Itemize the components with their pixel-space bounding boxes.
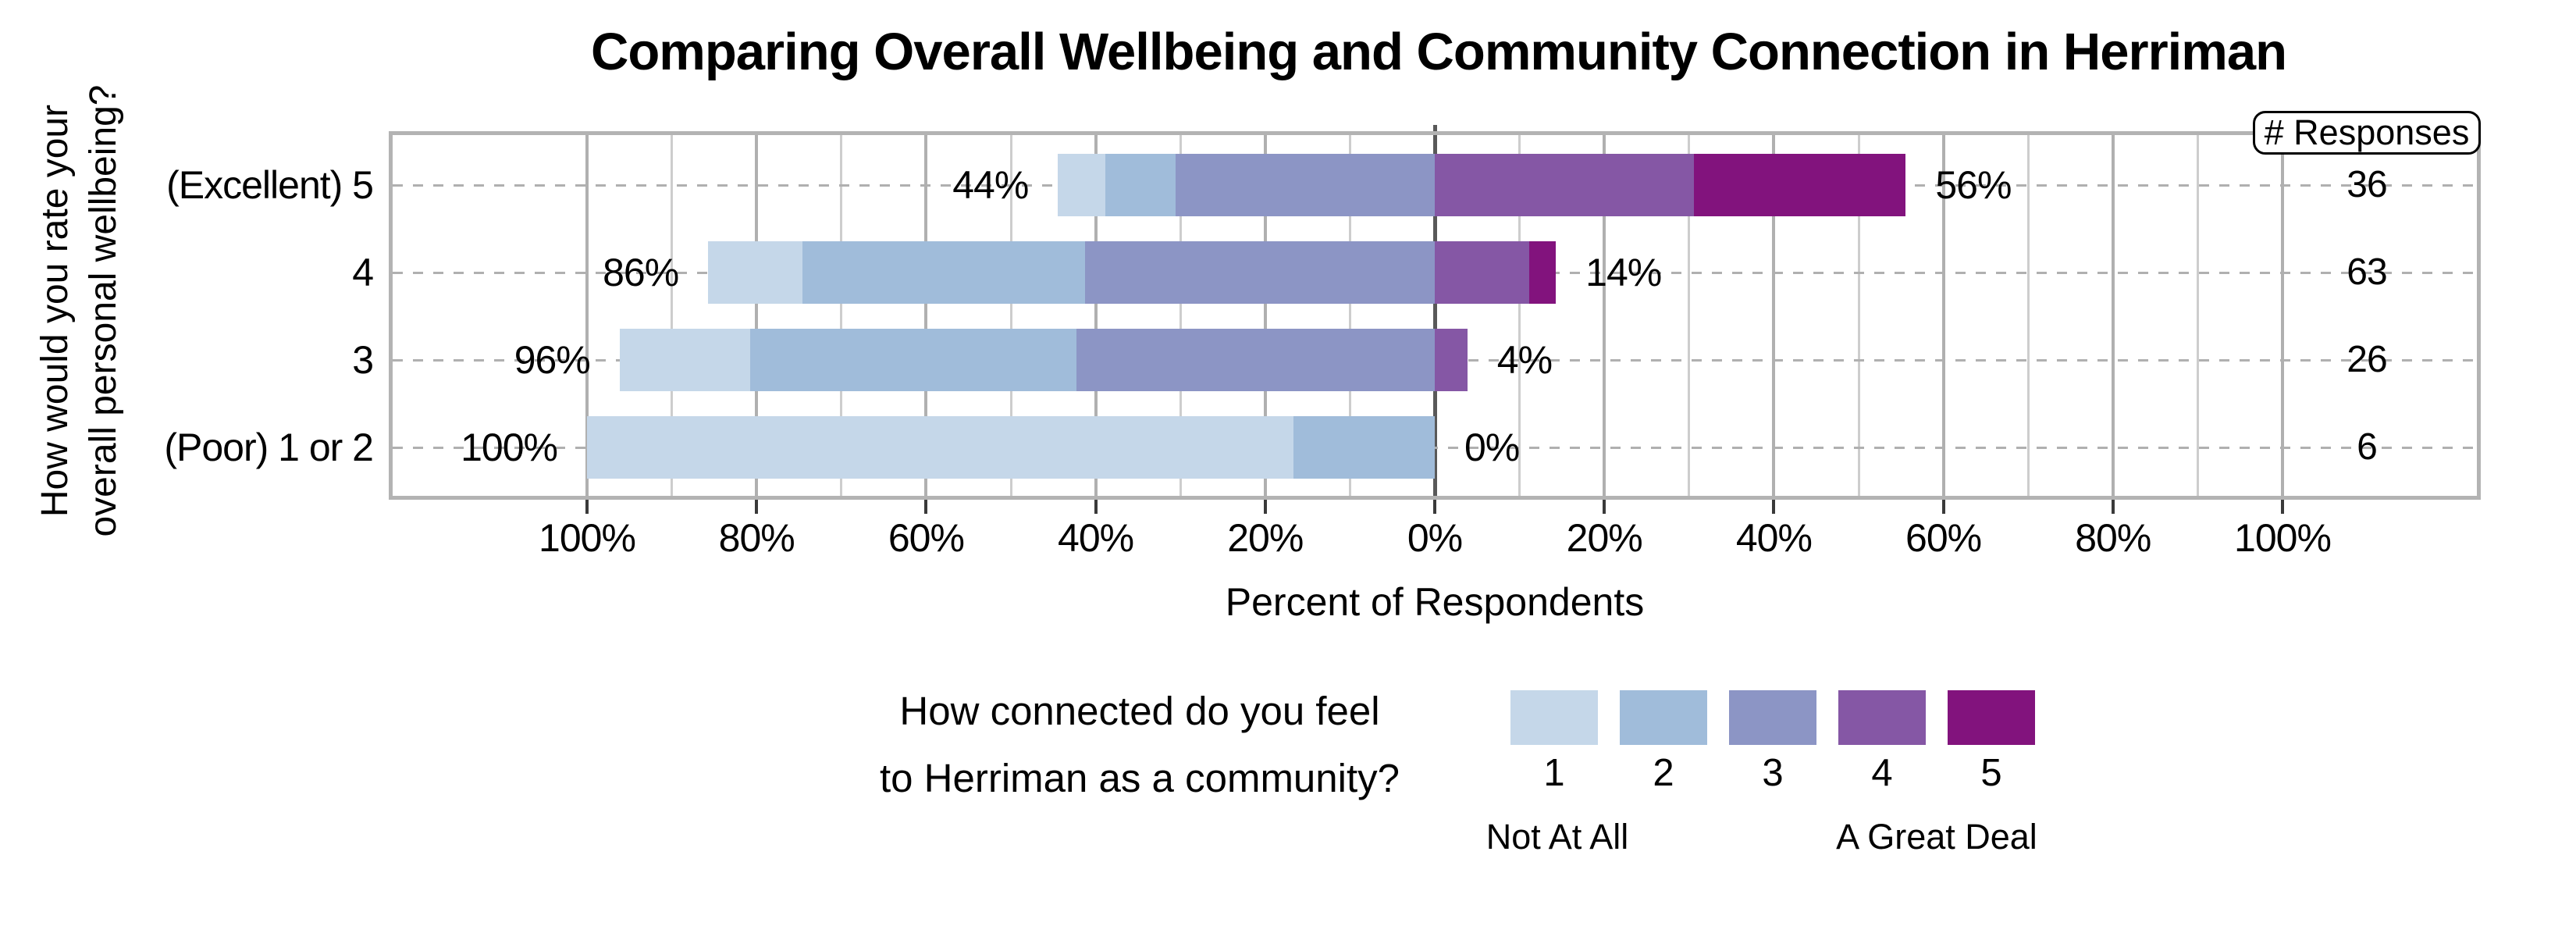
responses-value: 6: [2357, 426, 2378, 468]
legend-high-label: A Great Deal: [1836, 817, 2037, 857]
bar-segment-connection-1: [619, 329, 750, 391]
right-total-label: 14%: [1585, 251, 1662, 294]
bar-segment-connection-3: [1076, 329, 1435, 391]
legend-swatch-connection-3: [1729, 690, 1816, 745]
x-tick-mark: [1603, 500, 1606, 514]
legend-question: How connected do you feel to Herriman as…: [804, 678, 1475, 812]
y-axis-title: How would you rate your overall personal…: [31, 69, 128, 553]
x-tick-label: 40%: [1735, 516, 1813, 560]
x-tick-mark: [755, 500, 759, 514]
legend-item-number: 3: [1762, 752, 1784, 794]
right-total-label: 0%: [1464, 426, 1520, 469]
y-axis-title-line1: How would you rate your: [34, 104, 76, 518]
major-gridline: [2281, 135, 2284, 496]
bar-segment-connection-1: [587, 416, 1293, 479]
x-tick-label: 20%: [1566, 516, 1643, 560]
x-tick-mark: [1263, 500, 1267, 514]
responses-value: 26: [2347, 339, 2387, 380]
bar-segment-connection-2: [1105, 154, 1176, 216]
legend-item-number: 5: [1980, 752, 2002, 794]
bar-segment-connection-4: [1435, 154, 1694, 216]
y-category-label: 3: [352, 338, 374, 382]
right-total-label: 4%: [1496, 338, 1553, 382]
responses-header-box: # Responses: [2253, 111, 2481, 155]
minor-gridline: [1009, 135, 1012, 496]
bar-segment-connection-2: [802, 241, 1085, 304]
x-tick-mark: [924, 500, 928, 514]
x-tick-mark: [1941, 500, 1945, 514]
bar-segment-connection-4: [1435, 329, 1468, 391]
legend-low-label: Not At All: [1485, 817, 1629, 857]
major-gridline: [1263, 135, 1267, 496]
left-total-label: 100%: [461, 426, 558, 469]
responses-value: 63: [2347, 251, 2387, 293]
bar-segment-connection-3: [1084, 241, 1435, 304]
x-tick-label: 0%: [1407, 516, 1463, 560]
minor-gridline: [1518, 135, 1521, 496]
x-tick-label: 40%: [1058, 516, 1134, 560]
legend-item-number: 4: [1871, 752, 1893, 794]
left-total-label: 86%: [603, 251, 679, 294]
legend-item-number: 1: [1543, 752, 1565, 794]
minor-gridline: [2026, 135, 2030, 496]
major-gridline: [1941, 135, 1945, 496]
x-tick-mark: [1772, 500, 1776, 514]
left-total-label: 96%: [514, 338, 591, 382]
right-total-label: 56%: [1935, 163, 2012, 207]
x-tick-label: 60%: [1905, 516, 1982, 560]
bar-segment-connection-5: [1528, 241, 1557, 304]
bar-segment-connection-3: [1176, 154, 1435, 216]
zero-gridline: [1432, 125, 1437, 498]
x-tick-label: 80%: [718, 516, 795, 560]
x-tick-label: 20%: [1227, 516, 1304, 560]
x-tick-mark: [585, 500, 589, 514]
minor-gridline: [1179, 135, 1182, 496]
responses-header-label: # Responses: [2264, 112, 2470, 152]
responses-value: 36: [2347, 164, 2387, 205]
legend-item-number: 2: [1653, 752, 1674, 794]
major-gridline: [1603, 135, 1606, 496]
x-tick-mark: [2281, 500, 2284, 514]
y-category-label: (Poor) 1 or 2: [164, 426, 374, 469]
x-tick-mark: [1094, 500, 1098, 514]
legend-swatch-connection-4: [1838, 690, 1926, 745]
legend-swatch-connection-1: [1510, 690, 1598, 745]
major-gridline: [1094, 135, 1098, 496]
major-gridline: [1772, 135, 1776, 496]
legend-swatch-connection-2: [1620, 690, 1707, 745]
legend-question-line2: to Herriman as a community?: [879, 756, 1400, 800]
major-gridline: [2111, 135, 2115, 496]
minor-gridline: [1857, 135, 1860, 496]
left-total-label: 44%: [952, 163, 1029, 207]
y-axis-title-line2: overall personal wellbeing?: [83, 84, 124, 537]
x-tick-mark: [1433, 500, 1436, 514]
y-category-label: 4: [352, 251, 374, 294]
minor-gridline: [1688, 135, 1691, 496]
legend-swatch-connection-5: [1948, 690, 2035, 745]
x-tick-label: 80%: [2075, 516, 2151, 560]
bar-segment-connection-1: [708, 241, 802, 304]
bar-segment-connection-5: [1693, 154, 1906, 216]
bar-segment-connection-4: [1435, 241, 1529, 304]
x-tick-label: 100%: [2234, 516, 2332, 560]
minor-gridline: [2196, 135, 2199, 496]
minor-gridline: [671, 135, 674, 496]
bar-segment-connection-2: [749, 329, 1076, 391]
bar-segment-connection-2: [1293, 416, 1435, 479]
minor-gridline: [1348, 135, 1351, 496]
x-axis-label: Percent of Respondents: [1225, 580, 1645, 624]
major-gridline: [924, 135, 928, 496]
y-category-label: (Excellent) 5: [166, 163, 374, 207]
major-gridline: [585, 135, 589, 496]
minor-gridline: [840, 135, 843, 496]
major-gridline: [755, 135, 759, 496]
legend-question-line1: How connected do you feel: [899, 689, 1380, 733]
bar-segment-connection-1: [1058, 154, 1105, 216]
x-tick-label: 100%: [539, 516, 636, 560]
chart-title: Comparing Overall Wellbeing and Communit…: [590, 23, 2287, 81]
x-tick-mark: [2111, 500, 2115, 514]
x-tick-label: 60%: [888, 516, 965, 560]
